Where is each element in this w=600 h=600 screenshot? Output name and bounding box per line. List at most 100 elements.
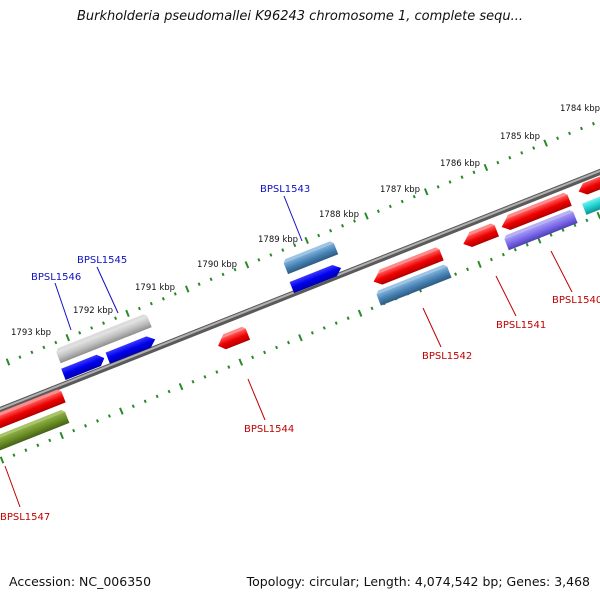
scale-tick xyxy=(184,285,190,293)
scale-tick xyxy=(90,326,94,330)
gene-label-bpsl1542[interactable]: BPSL1542 xyxy=(422,351,472,362)
scale-tick xyxy=(178,383,184,391)
gene-red-1541[interactable] xyxy=(460,222,500,249)
scale-tick xyxy=(0,456,5,464)
scale-label: 1787 kbp xyxy=(380,185,420,195)
gene-label-bpsl1547[interactable]: BPSL1547 xyxy=(0,512,50,523)
scale-tick xyxy=(466,267,470,272)
scale-tick xyxy=(561,228,565,232)
gene-label-bpsl1540[interactable]: BPSL1540 xyxy=(552,295,600,306)
scale-tick xyxy=(341,224,345,228)
scale-label: 1784 kbp xyxy=(560,104,600,114)
scale-tick xyxy=(460,175,464,179)
scale-tick xyxy=(304,236,309,244)
scale-tick xyxy=(173,292,177,296)
scale-tick xyxy=(549,233,553,237)
scale-label: 1791 kbp xyxy=(135,283,175,293)
scale-tick xyxy=(102,321,106,325)
scale-tick xyxy=(532,146,536,150)
gene-label-bpsl1545[interactable]: BPSL1545 xyxy=(77,255,127,266)
scale-tick xyxy=(95,419,100,423)
gene-steelblue-1542[interactable] xyxy=(375,264,452,306)
gene-red-1542a[interactable] xyxy=(370,246,444,287)
scale-tick xyxy=(191,379,195,384)
scale-tick xyxy=(167,389,171,394)
scale-tick xyxy=(400,199,404,204)
scale-tick xyxy=(293,243,297,248)
scale-tick xyxy=(520,151,524,155)
outer-scale-ticks xyxy=(5,121,595,366)
scale-label: 1786 kbp xyxy=(440,159,480,169)
scale-tick xyxy=(59,431,64,440)
scale-tick xyxy=(543,139,548,147)
scale-label: 1792 kbp xyxy=(73,306,113,316)
gene-cyan-edge[interactable] xyxy=(581,188,600,215)
scale-tick xyxy=(525,243,529,247)
gene-label-bpsl1546[interactable]: BPSL1546 xyxy=(31,272,81,283)
reverse-features xyxy=(0,170,600,456)
scale-tick xyxy=(579,126,584,131)
gene-steelblue-forward[interactable] xyxy=(283,240,339,275)
gene-blue-right[interactable] xyxy=(289,262,344,294)
scale-tick xyxy=(143,399,147,404)
scale-tick xyxy=(244,261,250,269)
scale-tick xyxy=(263,350,267,355)
gene-purple-1540[interactable] xyxy=(503,209,578,251)
scale-tick xyxy=(72,428,76,433)
scale-tick xyxy=(370,306,374,311)
scale-tick xyxy=(573,223,577,227)
gene-label-bpsl1543[interactable]: BPSL1543 xyxy=(260,184,310,195)
gene-olive[interactable] xyxy=(0,409,70,456)
scale-tick xyxy=(84,424,88,428)
scale-tick xyxy=(30,350,34,355)
scale-tick xyxy=(119,407,124,415)
callout-line xyxy=(550,250,573,293)
scale-tick xyxy=(388,204,392,209)
callout-line xyxy=(247,378,266,421)
scale-label: 1785 kbp xyxy=(500,132,540,142)
scale-tick xyxy=(257,258,261,262)
scale-tick xyxy=(352,219,357,223)
scale-tick xyxy=(203,375,207,379)
scale-label: 1790 kbp xyxy=(197,260,237,270)
scale-tick xyxy=(585,218,589,223)
scale-tick xyxy=(317,233,321,238)
gene-red-1544[interactable] xyxy=(215,326,251,352)
callout-lines xyxy=(4,195,573,508)
gene-red-left[interactable] xyxy=(0,388,66,434)
gene-gray[interactable] xyxy=(55,313,152,364)
scale-tick xyxy=(322,326,326,330)
scale-tick xyxy=(472,170,476,175)
scale-tick xyxy=(436,185,440,189)
scale-tick xyxy=(215,370,219,374)
scale-tick xyxy=(209,277,213,282)
map-title: Burkholderia pseudomallei K96243 chromos… xyxy=(76,9,524,24)
scale-tick xyxy=(54,340,58,345)
scale-tick xyxy=(107,414,111,418)
scale-tick xyxy=(412,194,416,199)
gene-blue-mid[interactable] xyxy=(105,334,158,364)
scale-tick xyxy=(513,247,517,252)
scale-tick xyxy=(591,121,595,126)
scale-tick xyxy=(310,331,314,335)
callout-line xyxy=(495,275,517,317)
gene-red-1541b[interactable] xyxy=(498,192,572,233)
scale-tick xyxy=(329,228,333,233)
scale-tick xyxy=(12,453,16,457)
callout-line xyxy=(96,266,119,314)
scale-tick xyxy=(454,272,458,276)
scale-tick xyxy=(281,248,285,252)
scale-tick xyxy=(197,282,201,286)
gene-blue-small[interactable] xyxy=(61,353,106,380)
scale-tick xyxy=(364,212,369,220)
scale-label: 1789 kbp xyxy=(258,235,298,245)
scale-tick xyxy=(36,443,40,448)
scale-tick xyxy=(477,260,482,268)
gene-label-bpsl1541[interactable]: BPSL1541 xyxy=(496,320,546,331)
scale-label: 1788 kbp xyxy=(319,210,359,220)
gene-label-bpsl1544[interactable]: BPSL1544 xyxy=(244,424,294,435)
scale-tick xyxy=(114,316,118,320)
scale-tick xyxy=(448,180,452,184)
